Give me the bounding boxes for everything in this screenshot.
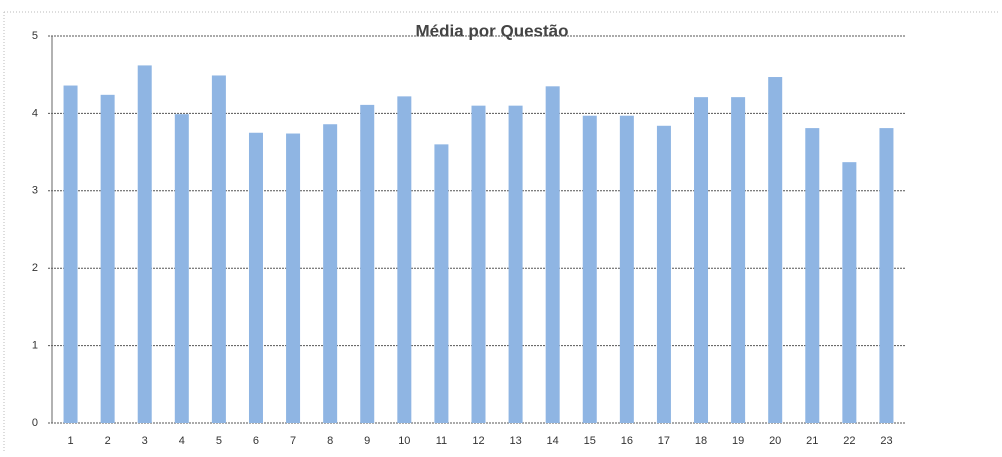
x-tick-label: 19 xyxy=(732,435,744,447)
x-tick-label: 21 xyxy=(806,435,818,447)
x-tick-label: 18 xyxy=(695,435,707,447)
bar xyxy=(842,162,857,424)
y-tick-label: 4 xyxy=(32,107,38,119)
bar xyxy=(508,105,523,423)
x-tick-label: 5 xyxy=(216,435,222,447)
x-tick-label: 12 xyxy=(472,435,484,447)
x-tick-label: 22 xyxy=(843,435,855,447)
bar xyxy=(360,104,375,424)
bar xyxy=(805,128,820,423)
y-tick-label: 3 xyxy=(32,185,38,197)
bar xyxy=(768,77,783,423)
bar xyxy=(397,96,412,423)
bar xyxy=(137,65,152,424)
bar xyxy=(434,144,449,424)
x-tick-label: 1 xyxy=(67,435,73,447)
bar xyxy=(174,114,189,423)
x-tick-label: 16 xyxy=(621,435,633,447)
bar xyxy=(656,125,671,423)
x-tick-label: 2 xyxy=(105,435,111,447)
x-tick-label: 14 xyxy=(547,435,559,447)
x-tick-label: 3 xyxy=(142,435,148,447)
y-tick-label: 5 xyxy=(32,30,38,42)
x-tick-label: 7 xyxy=(290,435,296,447)
bar xyxy=(471,105,486,423)
bar xyxy=(879,128,894,423)
bar xyxy=(286,133,301,424)
chart-title: Média por Questão xyxy=(415,21,568,40)
bar xyxy=(63,85,78,423)
bar xyxy=(694,97,709,424)
x-tick-label: 15 xyxy=(584,435,596,447)
bar xyxy=(545,86,560,423)
bar xyxy=(211,75,226,423)
x-tick-label: 10 xyxy=(398,435,410,447)
x-tick-label: 23 xyxy=(880,435,892,447)
bar xyxy=(731,97,746,424)
x-tick-label: 17 xyxy=(658,435,670,447)
bar xyxy=(582,115,597,424)
x-tick-label: 9 xyxy=(364,435,370,447)
bar xyxy=(100,94,115,423)
x-tick-label: 8 xyxy=(327,435,333,447)
bar xyxy=(323,124,338,424)
y-tick-label: 1 xyxy=(32,340,38,352)
bar xyxy=(248,132,263,423)
y-tick-label: 0 xyxy=(32,417,38,429)
x-tick-label: 6 xyxy=(253,435,259,447)
bar xyxy=(619,115,634,424)
x-tick-label: 13 xyxy=(509,435,521,447)
x-tick-label: 20 xyxy=(769,435,781,447)
y-tick-label: 2 xyxy=(32,262,38,274)
x-tick-label: 4 xyxy=(179,435,185,447)
x-tick-label: 11 xyxy=(436,435,447,447)
